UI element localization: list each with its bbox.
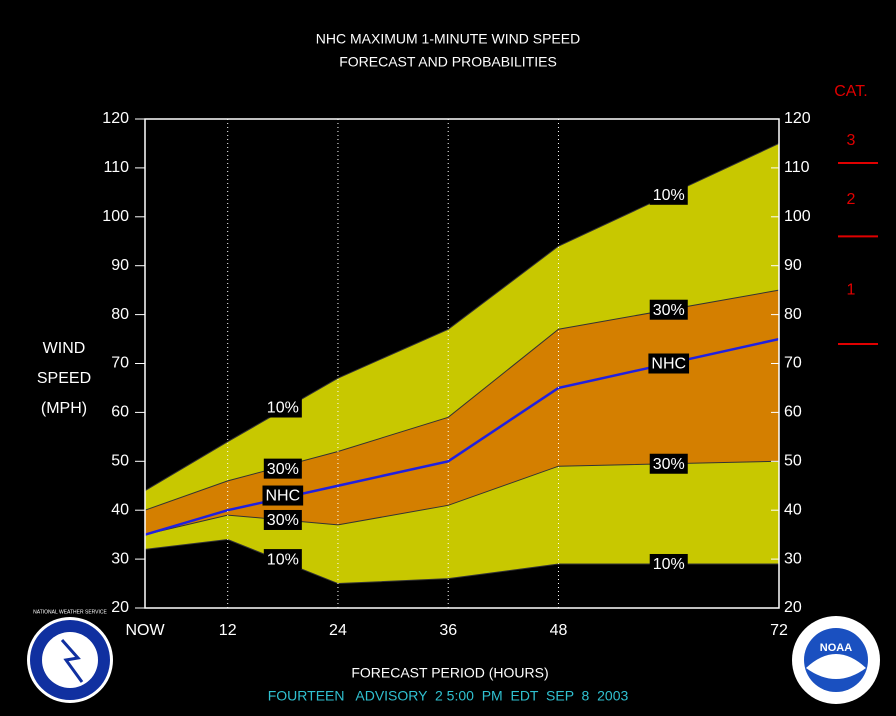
annotation-box [262,485,304,506]
x-tick-label: 72 [770,622,788,639]
annotation-box [649,553,688,574]
annotation-box [649,453,688,474]
y2-tick-label: 100 [784,208,811,225]
logo-text: NATIONAL WEATHER SERVICE [33,609,107,615]
x-tick-label: NOW [125,622,165,639]
y-axis-label: SPEED [37,370,91,387]
annotation: NHC [651,356,686,373]
cat-title: CAT. [834,83,867,100]
x-tick-label: 36 [439,622,457,639]
cat-label: 3 [847,132,856,149]
logo-bolt [60,639,84,683]
cat-label: 1 [847,281,856,298]
x-tick-label: 12 [219,622,237,639]
y2-tick-label: 70 [784,355,802,372]
y2-tick-label: 20 [784,599,802,616]
y2-tick-label: 80 [784,306,802,323]
annotation: 10% [267,551,299,568]
forecast-line [144,337,780,536]
y-tick-label: 90 [111,257,129,274]
y-tick-label: 20 [111,599,129,616]
annotation: 30% [267,461,299,478]
y-axis-label: WIND [43,340,86,357]
chart-subtitle: FORECAST AND PROBABILITIES [339,54,557,70]
y-tick-label: 60 [111,404,129,421]
y2-tick-label: 90 [784,257,802,274]
annotation-box [649,299,688,320]
annotation: 10% [653,556,685,573]
annotation: 30% [653,456,685,473]
logo-text: NOAA [820,642,852,654]
y-tick-label: 80 [111,306,129,323]
y2-tick-label: 50 [784,453,802,470]
annotation-box [263,458,302,479]
y2-tick-label: 60 [784,404,802,421]
x-tick-label: 24 [329,622,347,639]
y-tick-label: 100 [102,208,129,225]
annotation: NHC [265,488,300,505]
footer: FOURTEEN ADVISORY 2 5:00 PM EDT SEP 8 20… [268,688,629,704]
annotation: 30% [267,512,299,529]
y-tick-label: 30 [111,550,129,567]
y2-tick-label: 110 [784,159,810,176]
x-tick-label: 48 [550,622,568,639]
y2-tick-label: 120 [784,110,811,127]
chart-title: NHC MAXIMUM 1-MINUTE WIND SPEED [316,31,580,47]
annotation: 10% [267,400,299,417]
y-tick-label: 120 [102,110,129,127]
y-tick-label: 110 [103,159,129,176]
x-axis-label: FORECAST PERIOD (HOURS) [351,665,548,681]
y2-tick-label: 30 [784,550,802,567]
y-tick-label: 50 [111,453,129,470]
cat-label: 2 [847,191,856,208]
noaa-logo: NOAA [792,616,880,704]
y-tick-label: 40 [111,501,129,518]
annotation-box [649,184,688,205]
y-axis-label: (MPH) [41,400,87,417]
annotation: 30% [653,302,685,319]
y2-tick-label: 40 [784,501,802,518]
nws-logo: NATIONAL WEATHER SERVICE [27,609,113,703]
y-tick-label: 70 [111,355,129,372]
annotation: 10% [653,187,685,204]
logo-bird [806,654,866,679]
annotation-box [263,397,302,418]
annotation-box [263,549,302,570]
annotation-box [263,509,302,530]
annotation-box [648,353,690,374]
